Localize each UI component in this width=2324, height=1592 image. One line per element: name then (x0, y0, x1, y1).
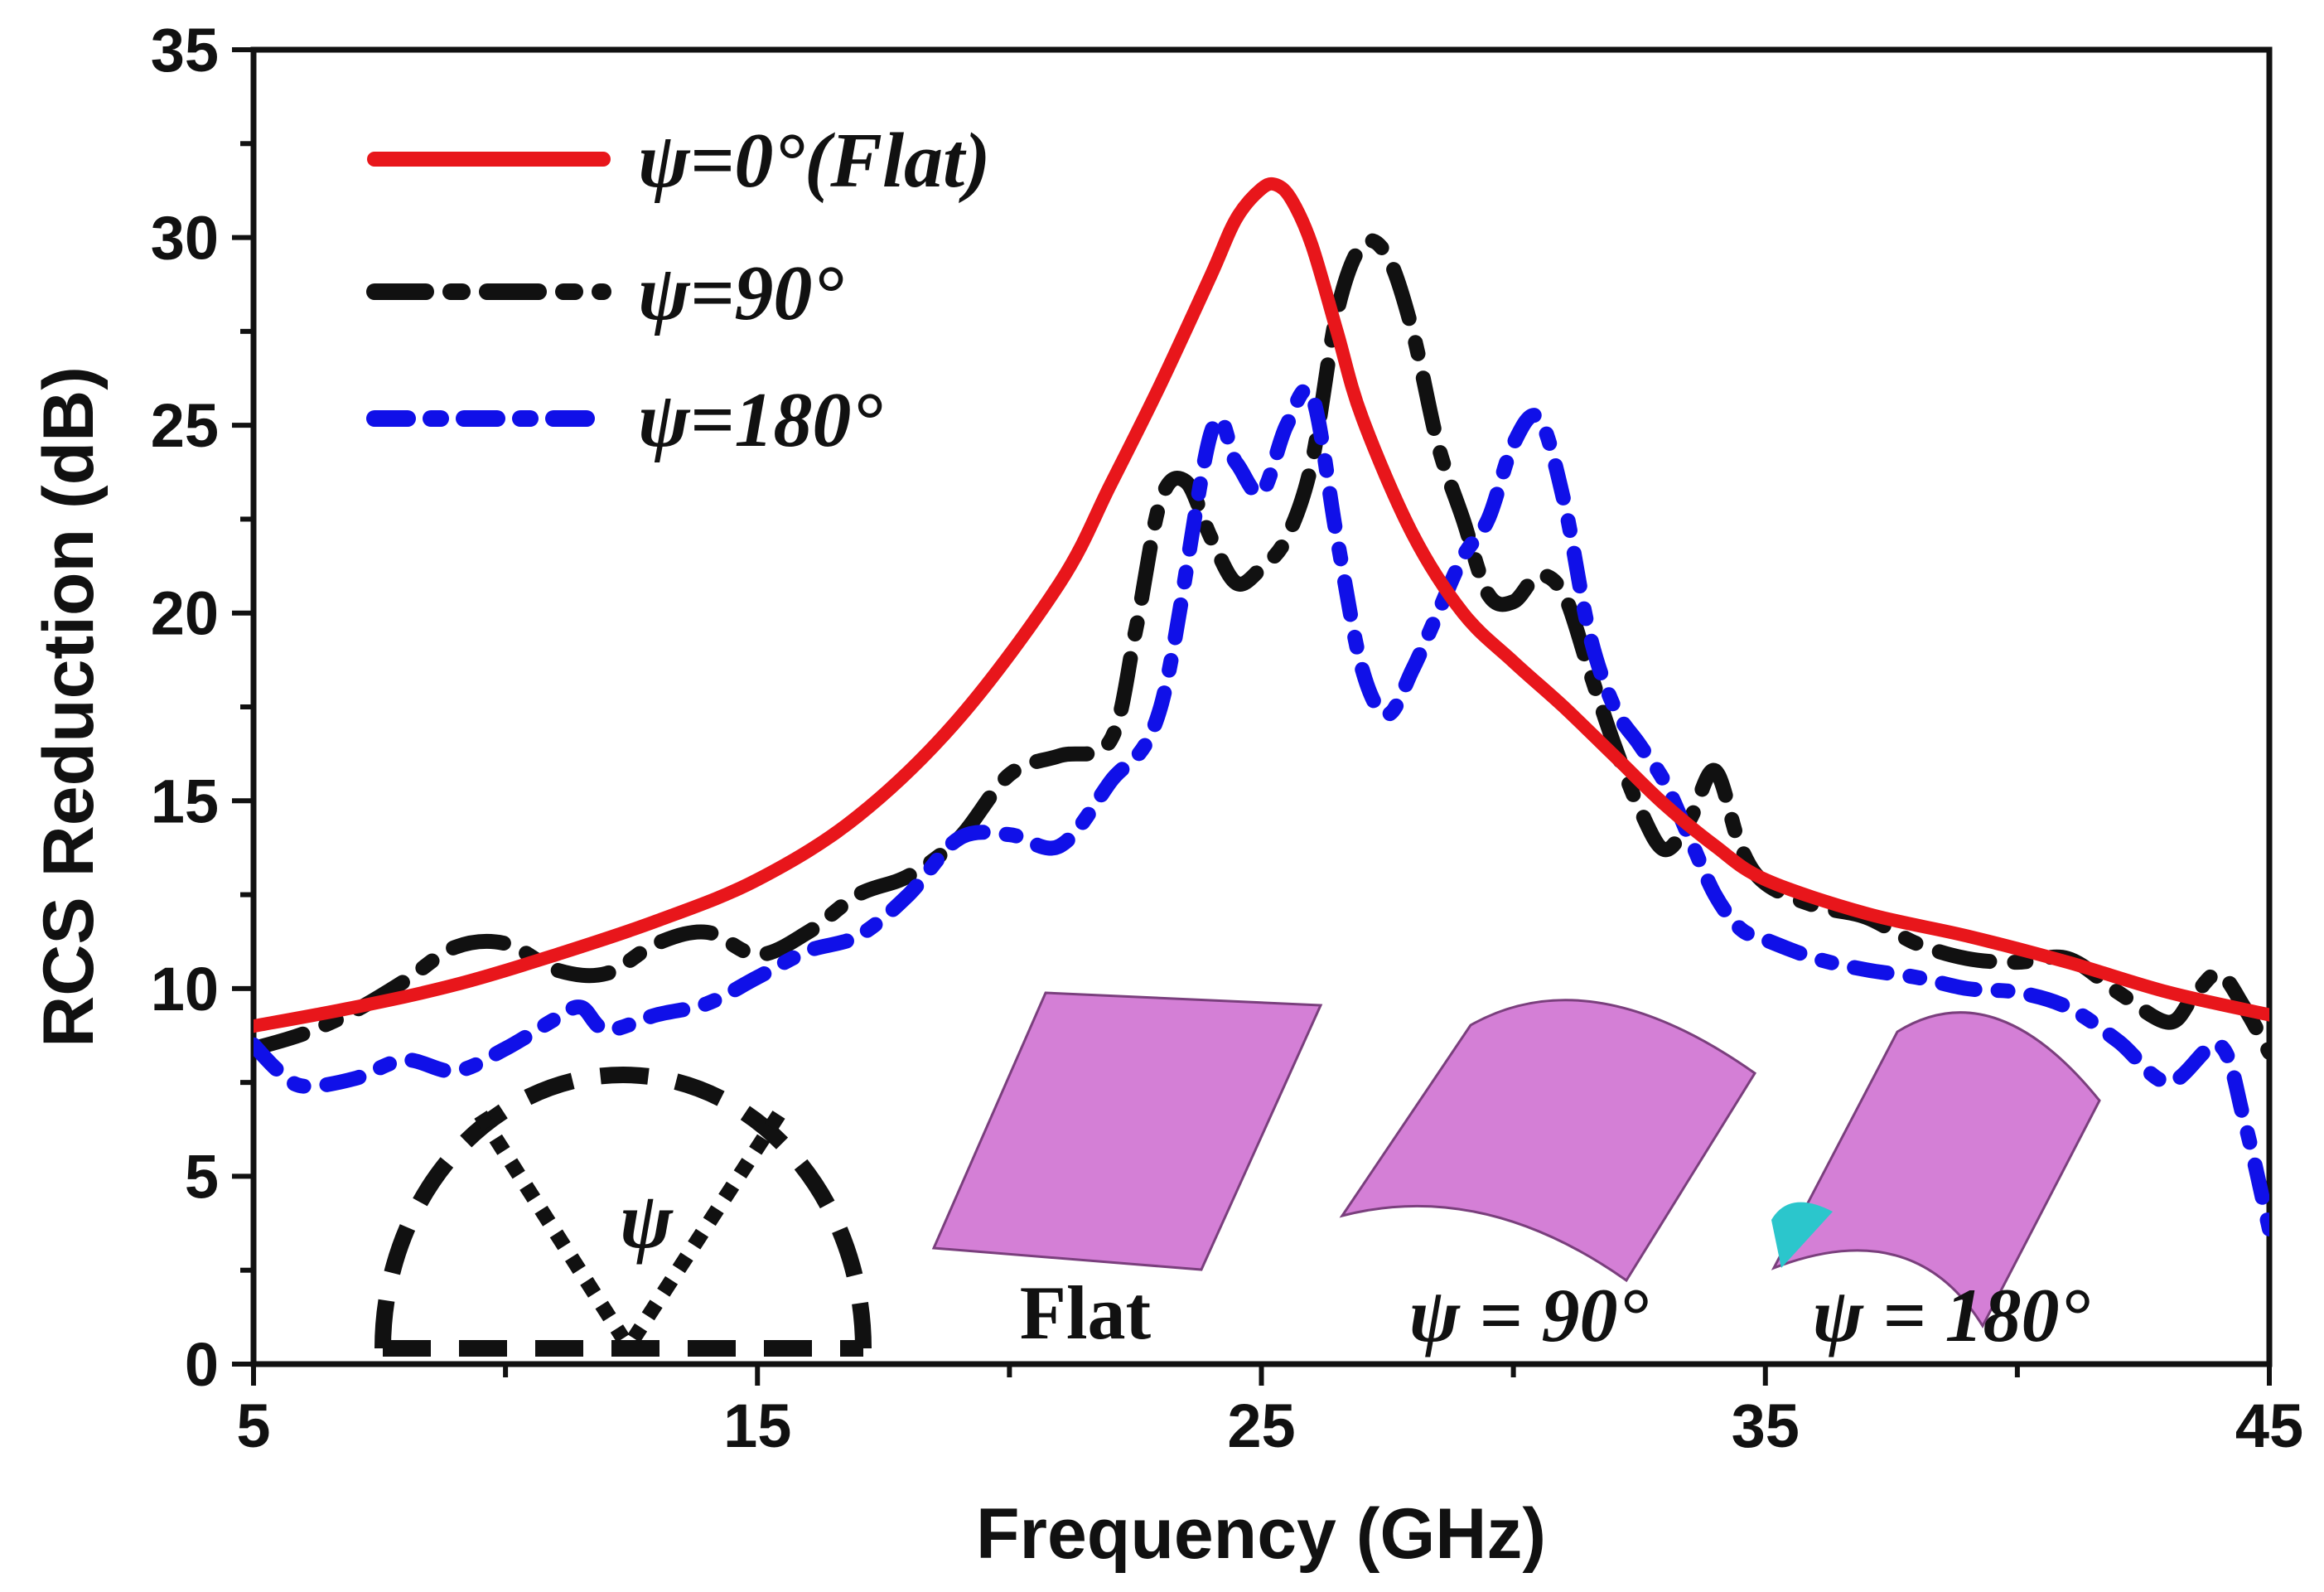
y-axis-ticks (232, 47, 254, 1367)
y-tick-label: 0 (185, 1330, 219, 1399)
x-tick-label: 25 (1227, 1391, 1295, 1460)
series-layer (254, 177, 2269, 1236)
flat-surface (931, 991, 1323, 1271)
y-tick-label: 10 (151, 955, 219, 1023)
x-tick-label: 15 (723, 1391, 791, 1460)
flat-sample-illustration: Flat (931, 991, 1323, 1355)
x-tick-label: 35 (1732, 1391, 1800, 1460)
psi-symbol: ψ (620, 1176, 674, 1265)
psi-ray-left (474, 1111, 630, 1343)
series-line-psi-180 (254, 382, 2269, 1236)
legend-label: ψ=180° (638, 377, 882, 463)
y-tick-label: 30 (151, 204, 219, 273)
psi-180-label: ψ = 180° (1813, 1273, 2090, 1357)
y-axis-tick-labels: 0 5 10 15 20 25 30 35 (151, 16, 219, 1399)
psi-angle-schematic: ψ (374, 1067, 872, 1357)
psi-90-sample-illustration: ψ = 90° (1339, 999, 1757, 1357)
flat-label: Flat (1020, 1270, 1152, 1355)
y-tick-label: 25 (151, 391, 219, 460)
psi-90-label: ψ = 90° (1409, 1273, 1649, 1357)
x-axis-ticks (251, 1364, 2272, 1386)
curved-surface-90 (1339, 999, 1757, 1283)
series-line-psi-0-flat (254, 177, 2269, 1033)
y-tick-label: 35 (151, 16, 219, 85)
legend-label: ψ=90° (638, 250, 843, 336)
semicircle-outline (374, 1067, 872, 1349)
legend-label: ψ=0°(Flat) (638, 118, 990, 204)
y-axis-label: RCS Reduction (dB) (29, 366, 109, 1048)
x-tick-label: 45 (2235, 1391, 2303, 1460)
x-axis-label: Frequency (GHz) (976, 1494, 1546, 1574)
x-tick-label: 5 (236, 1391, 270, 1460)
curved-surface-180 (1771, 1011, 2101, 1329)
y-tick-label: 15 (151, 767, 219, 835)
psi-180-sample-illustration: ψ = 180° (1771, 1011, 2101, 1357)
x-axis-tick-labels: 5 15 25 35 45 (236, 1391, 2303, 1460)
legend: ψ=0°(Flat) ψ=90° ψ=180° (366, 118, 990, 463)
y-tick-label: 5 (185, 1142, 219, 1211)
y-tick-label: 20 (151, 579, 219, 648)
curved-surface-180-edge (1771, 1202, 1833, 1268)
